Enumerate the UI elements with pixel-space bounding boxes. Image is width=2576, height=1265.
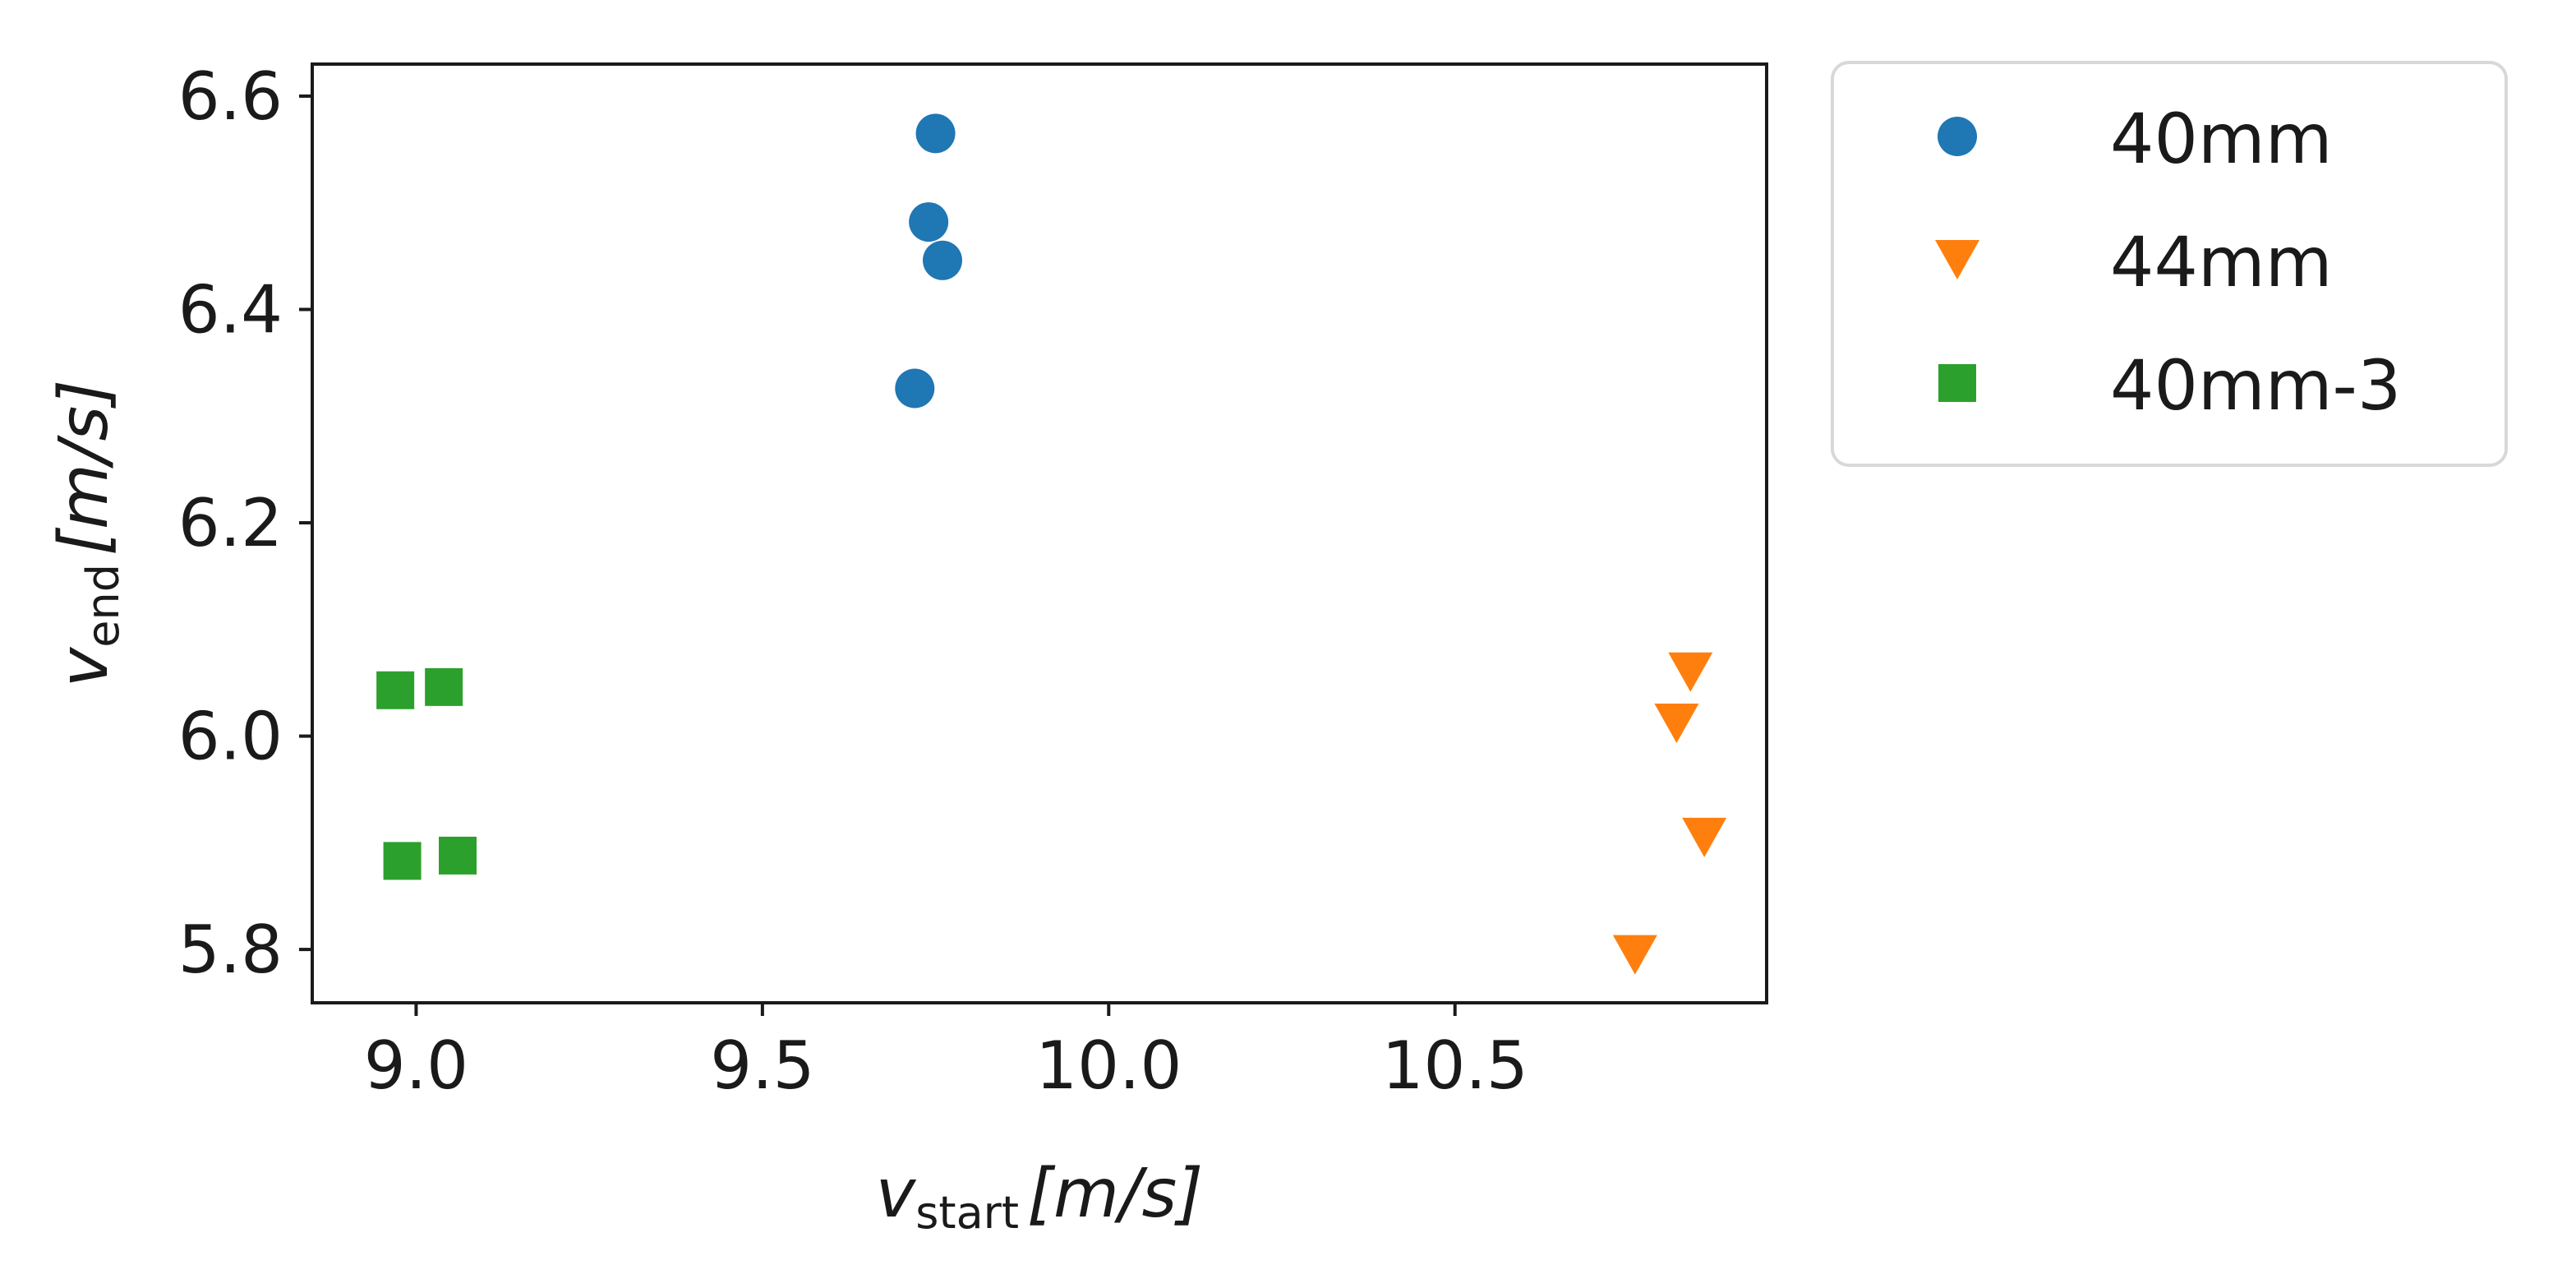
y-tick-label: 6.0 (178, 699, 283, 775)
x-axis-label: vstart [m/s] (876, 1155, 1204, 1239)
data-point (1612, 935, 1657, 975)
legend-box (1831, 61, 2508, 467)
plot-area (311, 62, 1768, 1004)
series-layer (376, 113, 1727, 975)
y-tick-label: 5.8 (178, 912, 283, 988)
legend-marker-triangle-down (1935, 240, 1979, 279)
y-tick-label: 6.2 (178, 485, 283, 561)
x-tick-label: 9.0 (364, 1027, 468, 1104)
data-point (439, 836, 477, 875)
legend-label: 40mm-3 (2110, 345, 2401, 426)
y-axis-label: vend[m/s] (45, 380, 129, 687)
legend-entry: 44mm (1935, 222, 2333, 302)
data-point (895, 368, 935, 409)
legend-marker-square (1938, 364, 1976, 402)
y-tick-label: 6.6 (178, 58, 283, 135)
plot-frame (311, 62, 1768, 1004)
series-40mm-3 (376, 667, 477, 880)
legend-entry: 40mm (1938, 99, 2333, 179)
series-44mm (1612, 652, 1727, 975)
x-tick-label: 10.5 (1382, 1027, 1528, 1104)
data-point (383, 842, 422, 880)
y-axis-ticks: 5.8 6.0 6.2 6.4 6.6 (178, 58, 312, 988)
data-point (376, 671, 415, 709)
x-tick-label: 10.0 (1035, 1027, 1182, 1104)
data-point (923, 240, 962, 280)
data-point (1654, 703, 1699, 743)
legend-marker-circle (1938, 117, 1977, 156)
x-tick-label: 9.5 (710, 1027, 814, 1104)
data-point (1668, 652, 1713, 692)
legend-entry: 40mm-3 (1938, 345, 2401, 426)
y-tick-label: 6.4 (178, 271, 283, 348)
data-point (425, 667, 463, 706)
data-point (909, 202, 949, 242)
legend-label: 44mm (2110, 222, 2333, 302)
legend-label: 40mm (2110, 99, 2333, 179)
x-axis-ticks: 9.0 9.5 10.0 10.5 (364, 1003, 1528, 1104)
data-point (1682, 817, 1727, 857)
series-40mm (895, 113, 962, 409)
legend: 40mm 44mm 40mm-3 (1831, 61, 2508, 467)
data-point (915, 113, 956, 154)
